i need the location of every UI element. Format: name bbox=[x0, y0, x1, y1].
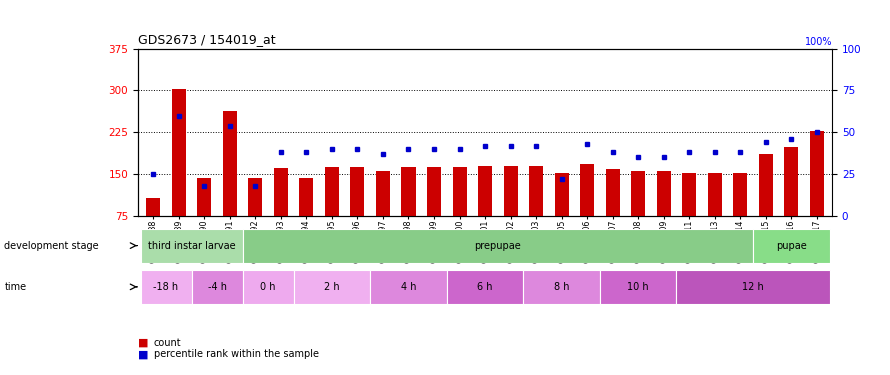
Bar bbox=[401, 167, 416, 216]
Bar bbox=[708, 173, 722, 216]
Bar bbox=[784, 147, 798, 216]
Text: prepupae: prepupae bbox=[474, 241, 522, 250]
Bar bbox=[370, 270, 447, 304]
Text: 8 h: 8 h bbox=[554, 282, 570, 292]
Bar bbox=[299, 178, 313, 216]
Bar bbox=[427, 166, 441, 216]
Bar bbox=[191, 270, 243, 304]
Text: 0 h: 0 h bbox=[261, 282, 276, 292]
Text: time: time bbox=[4, 282, 27, 292]
Bar bbox=[529, 166, 543, 216]
Bar bbox=[243, 229, 753, 262]
Bar bbox=[222, 111, 237, 216]
Bar bbox=[657, 171, 671, 216]
Text: pupae: pupae bbox=[776, 241, 806, 250]
Text: ■: ■ bbox=[138, 338, 149, 348]
Bar bbox=[676, 270, 829, 304]
Bar bbox=[753, 229, 829, 262]
Bar bbox=[523, 270, 600, 304]
Bar bbox=[274, 168, 287, 216]
Text: 12 h: 12 h bbox=[742, 282, 764, 292]
Text: -4 h: -4 h bbox=[207, 282, 227, 292]
Text: count: count bbox=[154, 338, 182, 348]
Bar bbox=[554, 173, 569, 216]
Text: 10 h: 10 h bbox=[627, 282, 649, 292]
Text: development stage: development stage bbox=[4, 241, 99, 250]
Bar bbox=[631, 171, 645, 216]
Bar bbox=[172, 89, 186, 216]
Bar bbox=[759, 154, 773, 216]
Text: 4 h: 4 h bbox=[400, 282, 417, 292]
Bar bbox=[294, 270, 370, 304]
Bar bbox=[325, 167, 339, 216]
Bar bbox=[683, 173, 696, 216]
Bar bbox=[580, 165, 595, 216]
Text: 100%: 100% bbox=[805, 37, 832, 47]
Bar bbox=[478, 166, 492, 216]
Bar bbox=[198, 178, 211, 216]
Bar bbox=[141, 270, 191, 304]
Bar bbox=[243, 270, 294, 304]
Text: GDS2673 / 154019_at: GDS2673 / 154019_at bbox=[138, 33, 276, 46]
Bar bbox=[810, 130, 824, 216]
Bar bbox=[504, 166, 518, 216]
Bar bbox=[351, 167, 365, 216]
Text: 6 h: 6 h bbox=[477, 282, 493, 292]
Bar bbox=[733, 173, 748, 216]
Bar bbox=[141, 229, 243, 262]
Bar bbox=[447, 270, 523, 304]
Text: percentile rank within the sample: percentile rank within the sample bbox=[154, 350, 319, 359]
Text: ■: ■ bbox=[138, 350, 149, 359]
Bar bbox=[146, 198, 160, 216]
Bar bbox=[452, 166, 466, 216]
Bar bbox=[376, 171, 390, 216]
Bar bbox=[248, 178, 263, 216]
Text: third instar larvae: third instar larvae bbox=[148, 241, 235, 250]
Text: 2 h: 2 h bbox=[324, 282, 340, 292]
Text: -18 h: -18 h bbox=[153, 282, 179, 292]
Bar bbox=[605, 170, 619, 216]
Bar bbox=[600, 270, 676, 304]
